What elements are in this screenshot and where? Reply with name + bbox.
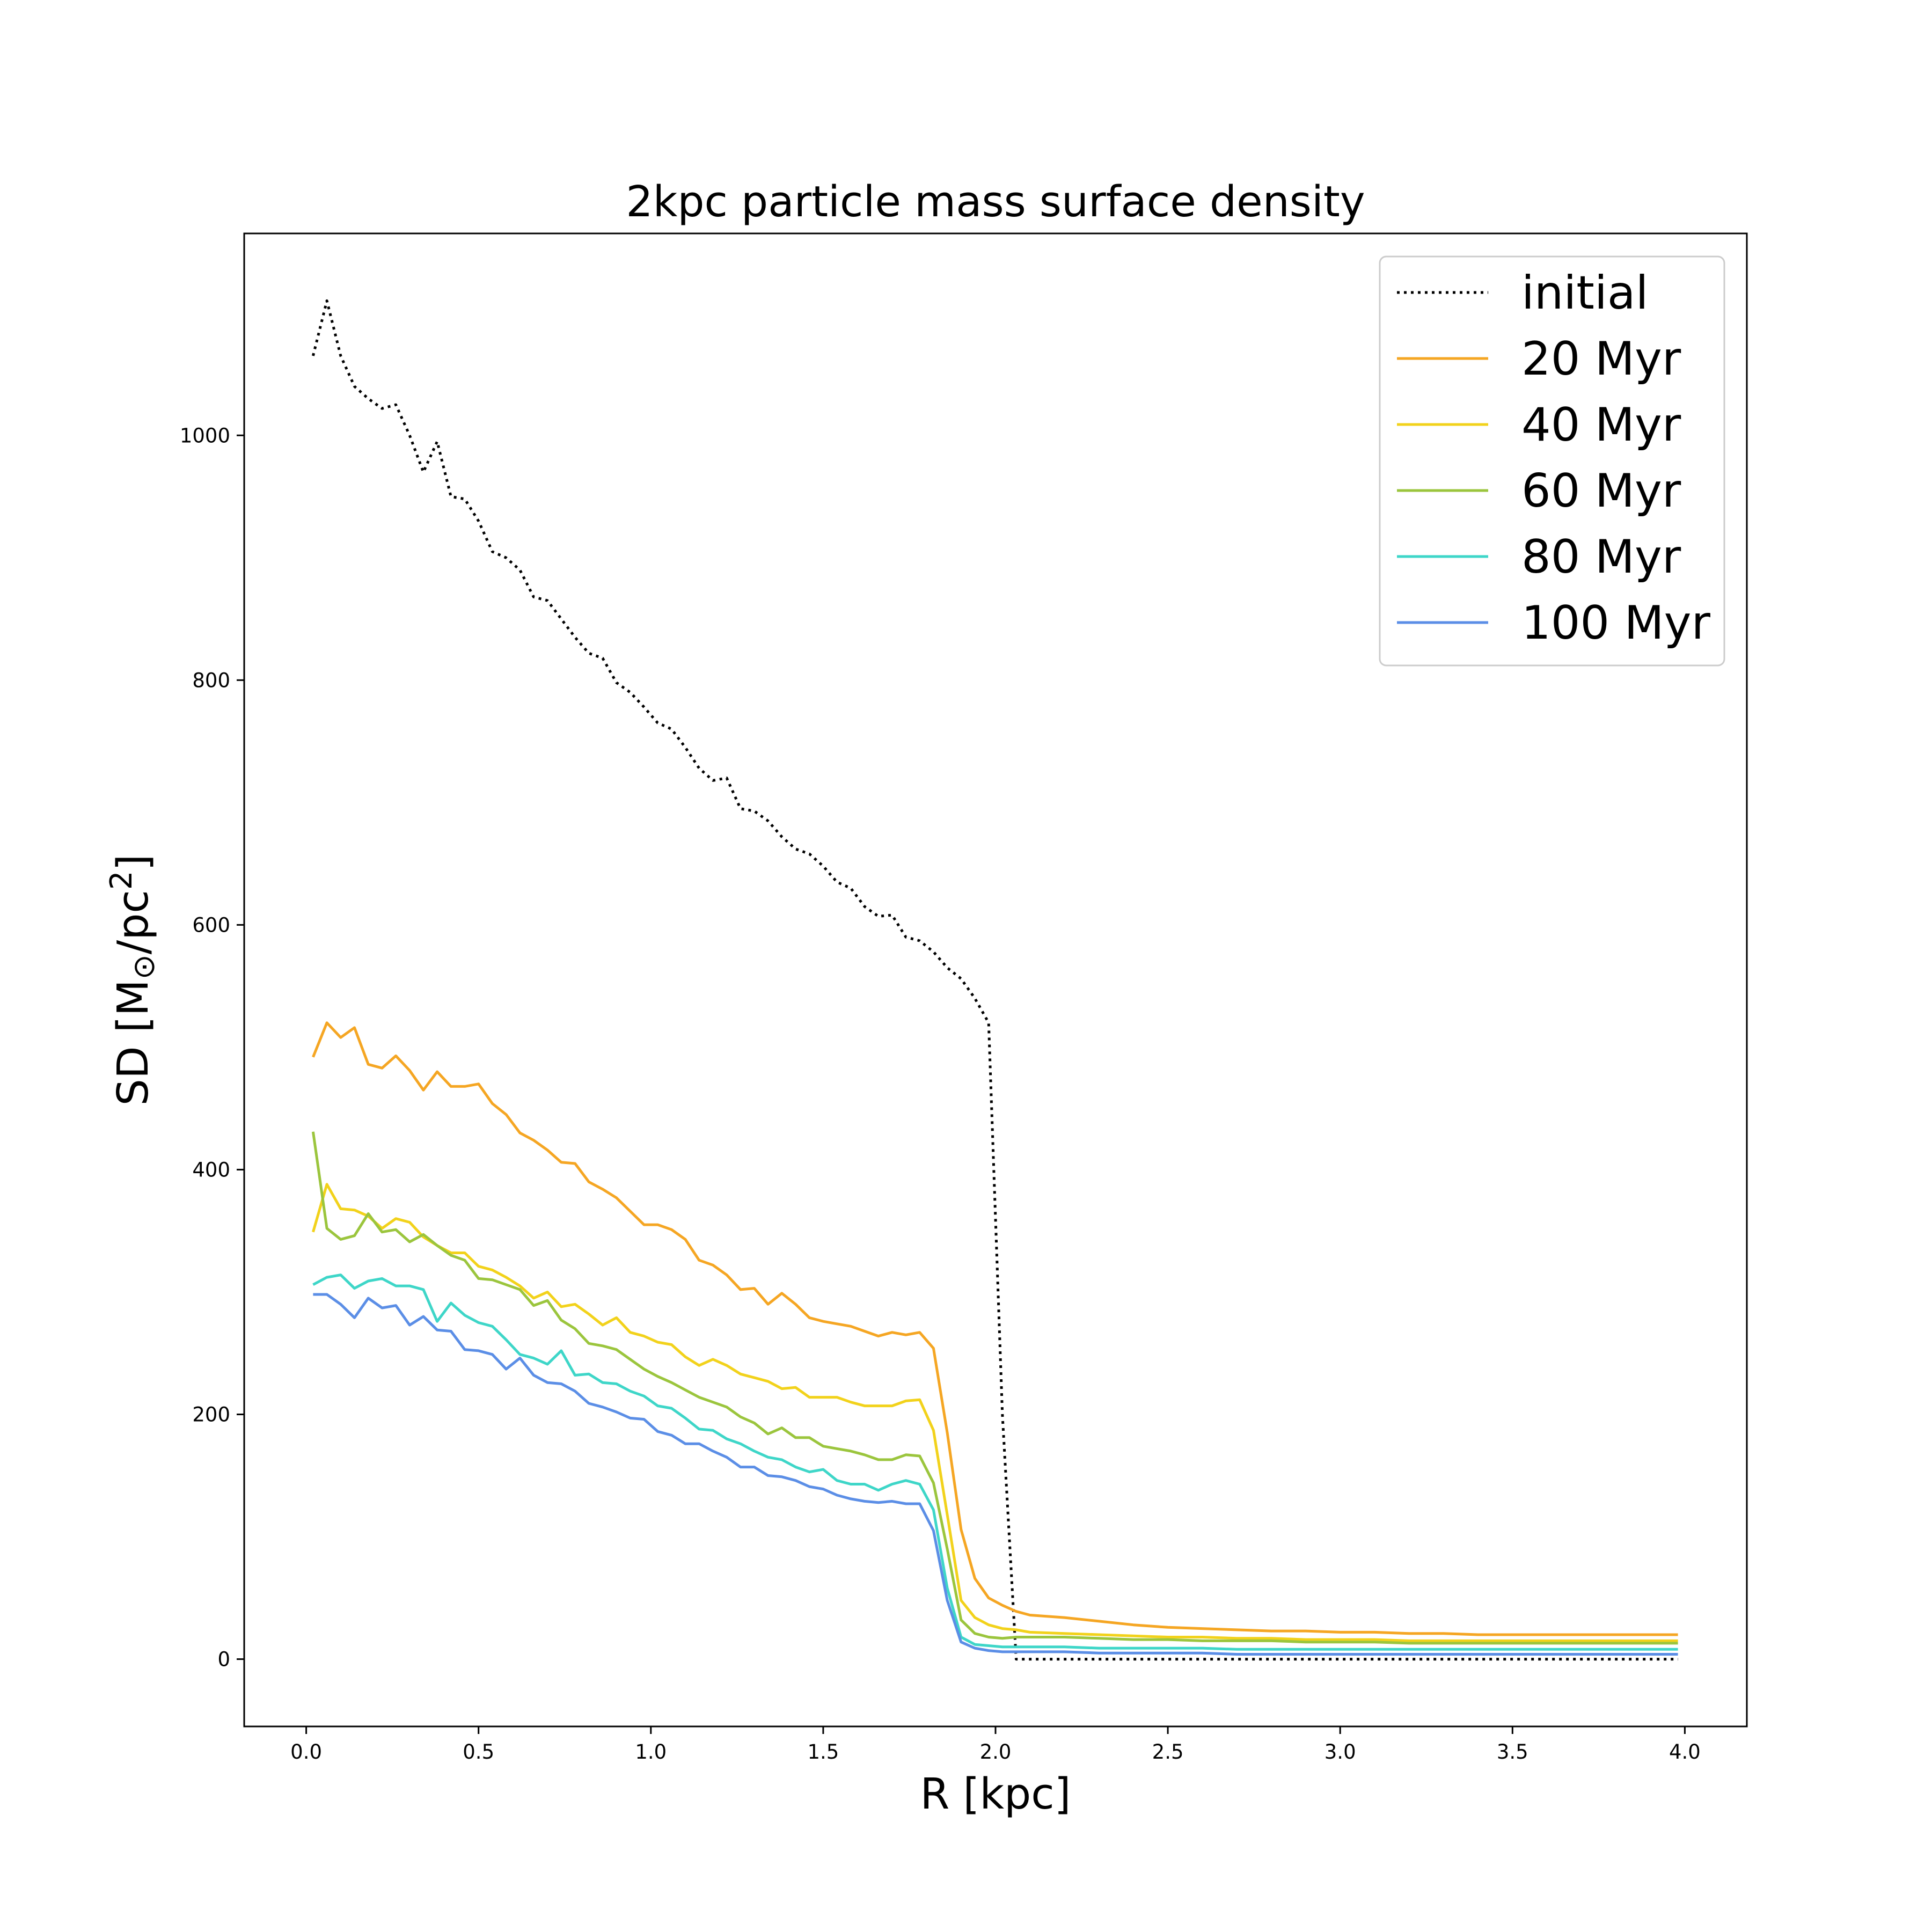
x-tick-label: 0.0 — [290, 1740, 322, 1763]
legend-item-60-myr: 60 Myr — [1397, 464, 1681, 518]
y-axis-label: SD [M⊙/pc2] — [104, 854, 162, 1106]
y-axis-label-pre: SD [M — [108, 979, 158, 1106]
x-tick-label: 2.0 — [980, 1740, 1012, 1763]
series-line-40-myr — [311, 1183, 1678, 1642]
legend-label: 80 Myr — [1521, 530, 1681, 584]
legend: initial 20 Myr 40 Myr 60 Myr 80 Myr 100 Myr — [1379, 255, 1725, 667]
legend-items: initial 20 Myr 40 Myr 60 Myr 80 Myr 100 Myr — [1397, 266, 1711, 650]
y-tick-label: 400 — [192, 1158, 230, 1181]
legend-item-40-myr: 40 Myr — [1397, 398, 1681, 452]
x-axis: 0.0 0.5 1.0 1.5 2.0 2.5 3.0 3.5 4.0 — [290, 1726, 1701, 1763]
legend-item-initial: initial — [1397, 266, 1649, 320]
y-tick-label: 200 — [192, 1403, 230, 1426]
x-tick-label: 3.5 — [1497, 1740, 1528, 1763]
series-line-60-myr — [311, 1131, 1678, 1645]
series-line-20-myr — [312, 1021, 1678, 1636]
x-tick-label: 2.5 — [1152, 1740, 1184, 1763]
y-axis-label-sub: ⊙ — [127, 954, 162, 979]
legend-item-20-myr: 20 Myr — [1397, 332, 1681, 386]
y-axis-label-mid: /pc — [108, 890, 158, 954]
y-tick-label: 0 — [217, 1648, 230, 1671]
x-tick-label: 4.0 — [1669, 1740, 1701, 1763]
plot-area — [243, 232, 1748, 1728]
chart-title: 2kpc particle mass surface density — [626, 177, 1365, 226]
legend-label: initial — [1521, 266, 1649, 320]
x-tick-label: 0.5 — [463, 1740, 494, 1763]
y-axis-label-post: ] — [108, 854, 158, 871]
legend-label: 100 Myr — [1521, 596, 1711, 650]
legend-label: 40 Myr — [1521, 398, 1681, 452]
series-line-100-myr — [313, 1293, 1678, 1656]
series-line-80-myr — [312, 1274, 1678, 1651]
x-axis-label: R [kpc] — [920, 1769, 1071, 1819]
legend-item-80-myr: 80 Myr — [1397, 530, 1681, 584]
y-axis: 0 200 400 600 800 1000 — [180, 424, 244, 1671]
x-tick-label: 3.0 — [1324, 1740, 1356, 1763]
legend-label: 20 Myr — [1521, 332, 1681, 386]
y-tick-label: 800 — [192, 669, 230, 692]
x-tick-label: 1.0 — [635, 1740, 667, 1763]
y-tick-label: 600 — [192, 913, 230, 936]
legend-item-100-myr: 100 Myr — [1397, 596, 1711, 650]
series-layer — [311, 299, 1678, 1661]
legend-label: 60 Myr — [1521, 464, 1681, 518]
y-tick-label: 1000 — [180, 424, 230, 447]
y-axis-label-sup: 2 — [104, 870, 139, 890]
x-tick-label: 1.5 — [807, 1740, 839, 1763]
series-line-initial — [311, 299, 1678, 1661]
